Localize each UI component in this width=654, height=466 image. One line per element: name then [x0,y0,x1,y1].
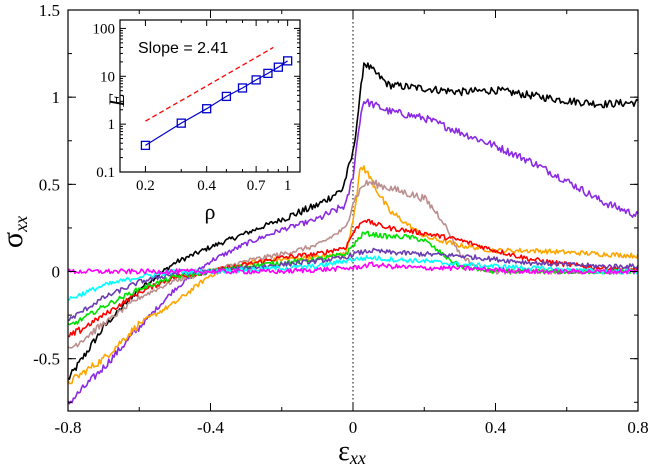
inset-y-tick-label: 0.1 [96,165,115,181]
y-axis-title: σxx [0,216,31,248]
y-tick-label: 0.5 [39,175,60,194]
inset-x-tick-label: 0.7 [247,178,266,194]
inset-x-tick-label: 0.4 [197,178,216,194]
slope-annotation: Slope = 2.41 [138,40,228,57]
x-tick-label: 0 [349,418,358,437]
inset-y-axis-title: E [104,93,129,108]
x-axis-subscript: xx [349,448,366,466]
slope-fit-line [145,46,274,122]
inset-y-tick-label: 100 [93,21,116,37]
x-axis-symbol: ε [338,436,350,466]
stress-curve-7 [67,247,639,322]
stress-curve-2 [67,98,639,405]
inset-plot: 0.2 0.4 0.7 1 0.1 1 10 100 Slope = 2.41 ρ E [93,19,301,224]
stress-curve-1 [67,62,639,380]
inset-x-axis-title: ρ [205,199,216,224]
inset-x-tick-label: 1 [284,178,292,194]
x-tick-label: -0.8 [55,418,82,437]
modulus-data-point [221,91,232,102]
inset-x-tick-label: 0.2 [136,178,155,194]
y-tick-label: -0.5 [33,350,60,369]
modulus-data-point [202,104,212,114]
modulus-data-point [176,118,186,128]
x-tick-label: 0.4 [485,418,507,437]
inset-y-tick-label: 1 [108,117,116,133]
y-tick-label: 1.5 [39,1,60,20]
y-tick-label: 0 [52,263,61,282]
stress-curve-9 [67,261,639,275]
modulus-data-point [282,56,293,66]
x-tick-label: 0.8 [627,418,648,437]
inset-y-tick-label: 10 [100,69,115,85]
y-tick-label: 1 [52,88,61,107]
modulus-data-point [273,62,283,72]
stress-curve-8 [67,255,638,302]
y-axis-symbol: σ [0,232,29,248]
x-tick-label: -0.4 [197,418,224,437]
modulus-data-point [140,140,151,151]
stress-curve-3 [67,165,639,385]
stress-curve-4 [67,179,639,349]
modulus-data-point [237,83,248,93]
modulus-data-point [251,75,261,85]
y-axis-subscript: xx [11,216,31,233]
x-axis-title: εxx [338,436,366,466]
modulus-data-point [263,68,273,79]
